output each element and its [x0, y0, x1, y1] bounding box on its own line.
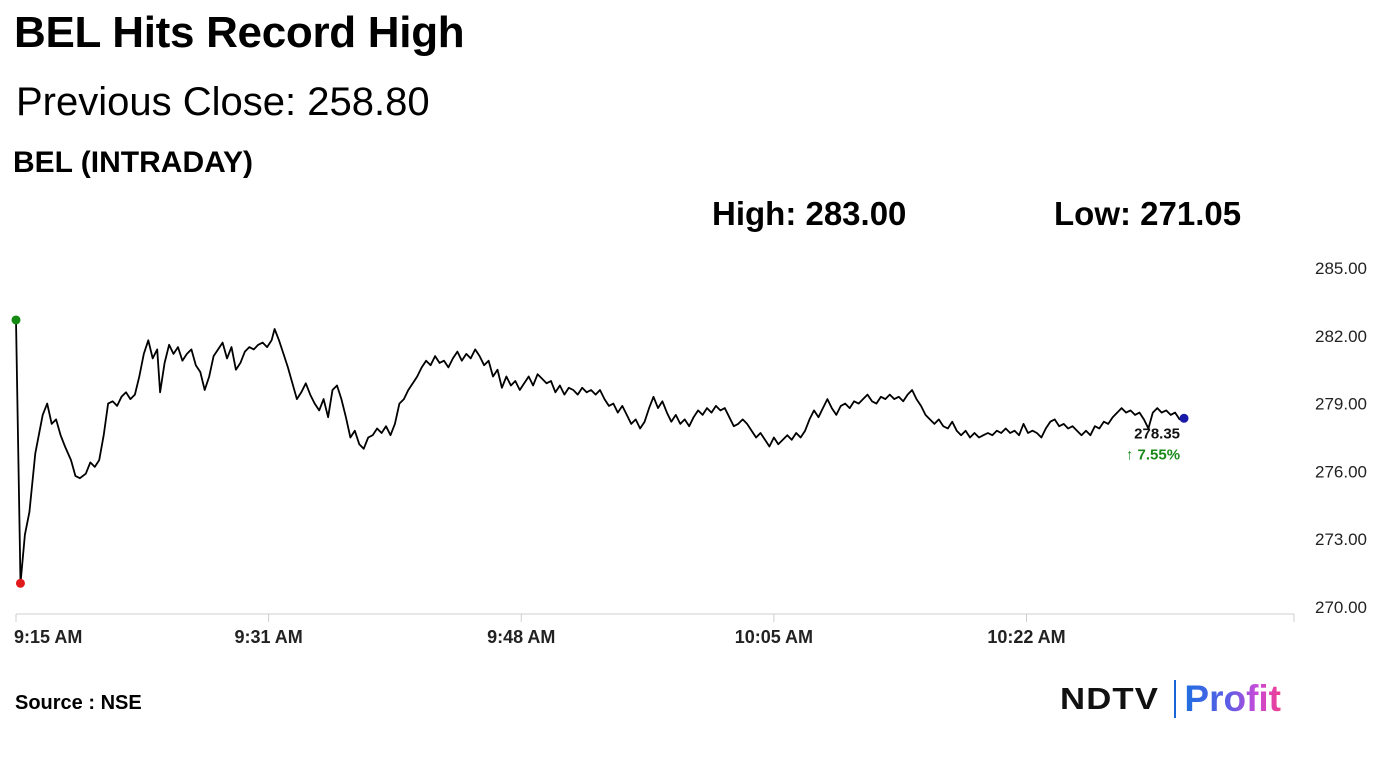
- price-series-line: [15, 319, 1185, 585]
- logo-profit-text: Profit: [1184, 678, 1281, 719]
- previous-close: Previous Close: 258.80: [16, 80, 430, 124]
- y-tick-label: 273.00: [1315, 530, 1367, 549]
- last-price-marker: [1179, 413, 1189, 423]
- x-tick-label: 9:31 AM: [234, 627, 302, 647]
- logo-ndtv-text: NDTV: [1060, 681, 1159, 716]
- day-high: High: 283.00: [712, 195, 907, 232]
- x-tick-label: 10:22 AM: [987, 627, 1065, 647]
- chart-title: BEL (INTRADAY): [13, 146, 254, 179]
- day-low-marker: [15, 578, 25, 588]
- ndtv-profit-logo: NDTV Profit: [1060, 678, 1281, 720]
- y-tick-label: 285.00: [1315, 259, 1367, 278]
- headline: BEL Hits Record High: [14, 8, 465, 57]
- y-tick-label: 282.00: [1315, 327, 1367, 346]
- source-note: Source : NSE: [15, 692, 142, 714]
- y-tick-label: 276.00: [1315, 462, 1367, 481]
- logo-divider: [1174, 680, 1177, 718]
- y-tick-label: 270.00: [1315, 598, 1367, 617]
- y-tick-label: 279.00: [1315, 395, 1367, 414]
- last-price-label: 278.35: [1134, 425, 1180, 442]
- y-axis: 285.00 282.00 279.00 276.00 273.00 270.00: [1315, 259, 1367, 617]
- x-tick-label: 10:05 AM: [735, 627, 813, 647]
- x-tick-label: 9:15 AM: [14, 627, 82, 647]
- x-tick-label: 9:48 AM: [487, 627, 555, 647]
- percent-change-label: ↑ 7.55%: [1126, 446, 1180, 463]
- day-low: Low: 271.05: [1054, 195, 1242, 232]
- x-axis: 9:15 AM 9:31 AM 9:48 AM 10:05 AM 10:22 AM: [14, 614, 1295, 647]
- open-price-marker: [11, 315, 21, 325]
